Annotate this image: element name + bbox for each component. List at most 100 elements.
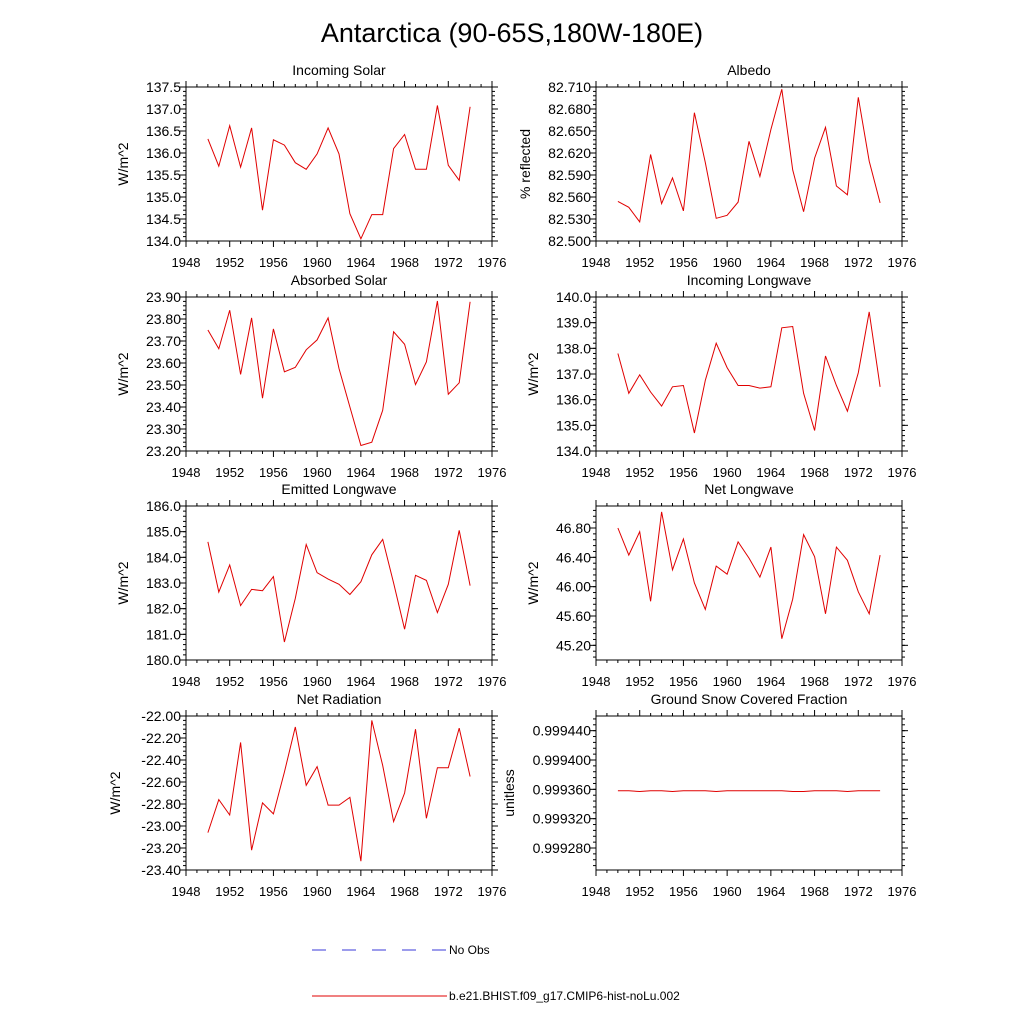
incoming-longwave-y-tick-label: 135.0 <box>556 417 591 433</box>
absorbed-solar-y-tick-label: 23.30 <box>146 421 181 437</box>
incoming-solar-x-tick-label: 1948 <box>172 255 201 270</box>
net-longwave-x-tick-label: 1956 <box>669 674 698 689</box>
absorbed-solar-x-tick-label: 1960 <box>303 465 332 480</box>
absorbed-solar-x-tick-label: 1972 <box>434 465 463 480</box>
absorbed-solar-y-tick-label: 23.80 <box>146 311 181 327</box>
incoming-solar-x-tick-label: 1960 <box>303 255 332 270</box>
ground-snow-covered-fraction-x-tick-label: 1956 <box>669 884 698 899</box>
incoming-longwave-x-tick-label: 1960 <box>713 465 742 480</box>
absorbed-solar-x-tick-label: 1948 <box>172 465 201 480</box>
ground-snow-covered-fraction-y-tick-label: 0.999440 <box>533 723 592 739</box>
absorbed-solar-y-tick-label: 23.50 <box>146 377 181 393</box>
incoming-solar-y-tick-label: 136.0 <box>146 145 181 161</box>
incoming-solar-panel-title: Incoming Solar <box>292 62 386 78</box>
emitted-longwave-panel-title: Emitted Longwave <box>281 481 396 497</box>
net-radiation-plot-frame <box>185 715 493 871</box>
ground-snow-covered-fraction-x-tick-label: 1972 <box>844 884 873 899</box>
net-radiation-x-tick-label: 1968 <box>390 884 419 899</box>
albedo-y-tick-label: 82.680 <box>548 101 591 117</box>
net-radiation-y-tick-label: -22.60 <box>141 774 181 790</box>
net-longwave-x-tick-label: 1948 <box>582 674 611 689</box>
incoming-solar-y-tick-label: 137.0 <box>146 101 181 117</box>
incoming-longwave-panel-title: Incoming Longwave <box>687 272 812 288</box>
albedo-x-tick-label: 1948 <box>582 255 611 270</box>
ground-snow-covered-fraction-x-tick-label: 1976 <box>888 884 917 899</box>
net-radiation-x-tick-label: 1976 <box>478 884 507 899</box>
incoming-solar-x-tick-label: 1956 <box>259 255 288 270</box>
emitted-longwave-y-tick-label: 185.0 <box>146 524 181 540</box>
emitted-longwave-x-tick-label: 1972 <box>434 674 463 689</box>
net-radiation-x-tick-label: 1948 <box>172 884 201 899</box>
albedo-x-tick-label: 1964 <box>756 255 785 270</box>
emitted-longwave-x-tick-label: 1964 <box>346 674 375 689</box>
ground-snow-covered-fraction-panel-title: Ground Snow Covered Fraction <box>651 691 848 707</box>
incoming-longwave-y-tick-label: 136.0 <box>556 392 591 408</box>
absorbed-solar-x-tick-label: 1956 <box>259 465 288 480</box>
net-radiation-series-line <box>207 720 471 862</box>
absorbed-solar-y-tick-label: 23.60 <box>146 355 181 371</box>
net-longwave-y-tick-label: 45.60 <box>556 608 591 624</box>
incoming-longwave-x-tick-label: 1972 <box>844 465 873 480</box>
incoming-longwave-x-tick-label: 1964 <box>756 465 785 480</box>
incoming-solar-x-tick-label: 1968 <box>390 255 419 270</box>
net-longwave-x-tick-label: 1976 <box>888 674 917 689</box>
incoming-longwave-y-tick-label: 138.0 <box>556 340 591 356</box>
incoming-longwave-x-tick-label: 1968 <box>800 465 829 480</box>
panel-albedo: Albedo 1948 1952 1956 1960 1964 1968 1972 1976 82… <box>517 62 916 270</box>
emitted-longwave-y-tick-label: 183.0 <box>146 575 181 591</box>
absorbed-solar-y-tick-label: 23.70 <box>146 333 181 349</box>
panel-grid: Incoming Solar 1948 1952 1956 1960 1964 1968 19… <box>107 62 916 899</box>
net-longwave-x-tick-label: 1952 <box>625 674 654 689</box>
albedo-y-tick-label: 82.650 <box>548 123 591 139</box>
absorbed-solar-x-tick-label: 1968 <box>390 465 419 480</box>
incoming-solar-y-tick-label: 136.5 <box>146 123 181 139</box>
albedo-x-tick-label: 1960 <box>713 255 742 270</box>
net-radiation-x-tick-label: 1972 <box>434 884 463 899</box>
incoming-longwave-x-tick-label: 1976 <box>888 465 917 480</box>
panel-ground-snow-covered-fraction: Ground Snow Covered Fraction 1948 1952 1956… <box>501 691 916 899</box>
net-longwave-series-line <box>617 511 881 639</box>
absorbed-solar-y-tick-label: 23.90 <box>146 289 181 305</box>
albedo-plot-frame <box>595 86 903 242</box>
incoming-solar-y-tick-label: 134.0 <box>146 233 181 249</box>
incoming-longwave-plot-frame <box>595 296 903 452</box>
incoming-solar-series-line <box>207 105 471 241</box>
ground-snow-covered-fraction-y-tick-label: 0.999400 <box>533 752 592 768</box>
net-longwave-y-tick-label: 46.40 <box>556 549 591 565</box>
incoming-longwave-x-tick-label: 1948 <box>582 465 611 480</box>
net-radiation-y-tick-label: -22.80 <box>141 796 181 812</box>
incoming-solar-y-tick-label: 135.0 <box>146 189 181 205</box>
incoming-solar-y-tick-label: 134.5 <box>146 211 181 227</box>
figure-title: Antarctica (90-65S,180W-180E) <box>321 18 703 48</box>
absorbed-solar-y-tick-label: 23.20 <box>146 443 181 459</box>
emitted-longwave-y-tick-label: 180.0 <box>146 652 181 668</box>
net-longwave-x-tick-label: 1964 <box>756 674 785 689</box>
absorbed-solar-series-line <box>207 300 471 447</box>
absorbed-solar-x-tick-label: 1952 <box>215 465 244 480</box>
albedo-y-tick-label: 82.620 <box>548 145 591 161</box>
incoming-longwave-x-tick-label: 1956 <box>669 465 698 480</box>
net-radiation-y-tick-label: -23.00 <box>141 818 181 834</box>
incoming-longwave-series-line <box>617 311 881 434</box>
albedo-y-tick-label: 82.560 <box>548 189 591 205</box>
net-longwave-x-tick-label: 1972 <box>844 674 873 689</box>
net-longwave-y-tick-label: 45.20 <box>556 637 591 653</box>
emitted-longwave-y-tick-label: 181.0 <box>146 626 181 642</box>
emitted-longwave-x-tick-label: 1968 <box>390 674 419 689</box>
panel-absorbed-solar: Absorbed Solar 1948 1952 1956 1960 1964 1968 19… <box>115 272 506 480</box>
albedo-x-tick-label: 1968 <box>800 255 829 270</box>
net-longwave-panel-title: Net Longwave <box>704 481 794 497</box>
emitted-longwave-x-tick-label: 1952 <box>215 674 244 689</box>
ground-snow-covered-fraction-x-tick-label: 1960 <box>713 884 742 899</box>
net-longwave-y-tick-label: 46.00 <box>556 579 591 595</box>
emitted-longwave-y-axis-label: W/m^2 <box>115 561 131 604</box>
albedo-y-tick-label: 82.590 <box>548 167 591 183</box>
ground-snow-covered-fraction-x-tick-label: 1948 <box>582 884 611 899</box>
albedo-y-axis-label: % reflected <box>517 129 533 199</box>
emitted-longwave-plot-frame <box>185 505 493 661</box>
incoming-solar-x-tick-label: 1952 <box>215 255 244 270</box>
albedo-x-tick-label: 1972 <box>844 255 873 270</box>
net-longwave-x-tick-label: 1968 <box>800 674 829 689</box>
incoming-solar-x-tick-label: 1976 <box>478 255 507 270</box>
